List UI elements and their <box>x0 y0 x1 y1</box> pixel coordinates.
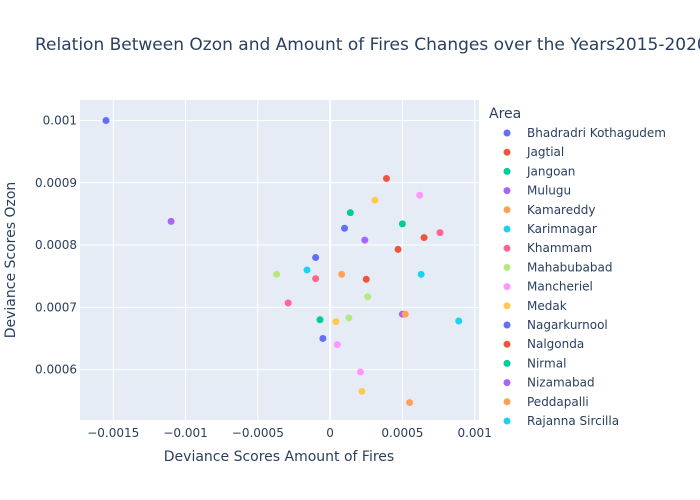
legend-label: Karimnagar <box>527 222 597 236</box>
x-tick-label: 0.0005 <box>381 426 423 440</box>
x-tick-label: −0.001 <box>163 426 207 440</box>
legend-label: Rajanna Sircilla <box>527 414 619 428</box>
data-point <box>362 275 370 283</box>
legend-title: Area <box>489 106 521 122</box>
legend-label: Khammam <box>527 241 592 255</box>
legend-marker <box>503 398 511 406</box>
data-point <box>398 220 406 228</box>
y-tick-label: 0.001 <box>43 114 77 128</box>
y-tick-label: 0.0009 <box>35 176 77 190</box>
chart-title: Relation Between Ozon and Amount of Fire… <box>35 35 700 55</box>
legend-label: Nagarkurnool <box>527 318 608 332</box>
data-point <box>417 270 425 278</box>
data-point <box>346 209 354 217</box>
y-axis-title: Deviance Scores Ozon <box>3 182 19 339</box>
data-point <box>284 299 292 307</box>
legend-marker <box>503 167 511 175</box>
legend-marker <box>503 379 511 387</box>
legend-marker <box>503 417 511 425</box>
legend-marker <box>503 148 511 156</box>
data-point <box>371 196 379 204</box>
plot-area <box>80 100 479 420</box>
data-point <box>312 254 320 262</box>
legend-label: Nalgonda <box>527 337 584 351</box>
data-point <box>319 334 327 342</box>
data-point <box>273 270 281 278</box>
x-tick-label: 0 <box>326 426 334 440</box>
y-tick-label: 0.0008 <box>35 238 77 252</box>
data-point <box>316 316 324 324</box>
data-point <box>401 310 409 318</box>
legend-label: Mancheriel <box>527 280 593 294</box>
legend: Area Bhadradri Kothagudem Jagtial Jangoan M… <box>489 106 666 428</box>
data-point <box>361 236 369 244</box>
x-axis-title: Deviance Scores Amount of Fires <box>164 449 394 465</box>
data-point <box>167 217 175 225</box>
legend-marker <box>503 225 511 233</box>
legend-label: Peddapalli <box>527 395 589 409</box>
data-point <box>358 387 366 395</box>
data-point <box>420 234 428 242</box>
data-point <box>416 191 424 199</box>
data-point <box>312 275 320 283</box>
legend-label: Nizamabad <box>527 376 595 390</box>
legend-label: Jangoan <box>526 164 575 178</box>
y-tick-label: 0.0007 <box>35 300 77 314</box>
legend-marker <box>503 321 511 329</box>
data-point <box>382 174 390 182</box>
legend-marker <box>503 129 511 137</box>
data-point <box>333 341 341 349</box>
legend-label: Kamareddy <box>527 203 595 217</box>
data-point <box>455 317 463 325</box>
legend-marker <box>503 359 511 367</box>
x-tick-label: −0.0005 <box>232 426 284 440</box>
legend-marker <box>503 244 511 252</box>
legend-marker <box>503 340 511 348</box>
data-point <box>341 224 349 232</box>
legend-marker <box>503 206 511 214</box>
data-point <box>345 314 353 322</box>
legend-label: Mulugu <box>527 184 571 198</box>
data-point <box>364 293 372 301</box>
legend-label: Medak <box>527 299 567 313</box>
data-point <box>406 399 414 407</box>
data-point <box>338 270 346 278</box>
legend-marker <box>503 187 511 195</box>
legend-marker <box>503 283 511 291</box>
x-tick-label: 0.001 <box>457 426 491 440</box>
data-point <box>436 229 444 237</box>
legend-marker <box>503 263 511 271</box>
data-point <box>356 368 364 376</box>
data-point <box>332 318 340 326</box>
legend-label: Nirmal <box>527 356 566 370</box>
legend-marker <box>503 302 511 310</box>
x-tick-label: −0.0015 <box>87 426 139 440</box>
data-point <box>303 266 311 274</box>
legend-label: Mahabubabad <box>527 260 612 274</box>
y-tick-label: 0.0006 <box>35 363 77 377</box>
legend-label: Jagtial <box>526 145 564 159</box>
legend-label: Bhadradri Kothagudem <box>527 126 666 140</box>
data-point <box>394 245 402 253</box>
data-point <box>102 117 110 125</box>
